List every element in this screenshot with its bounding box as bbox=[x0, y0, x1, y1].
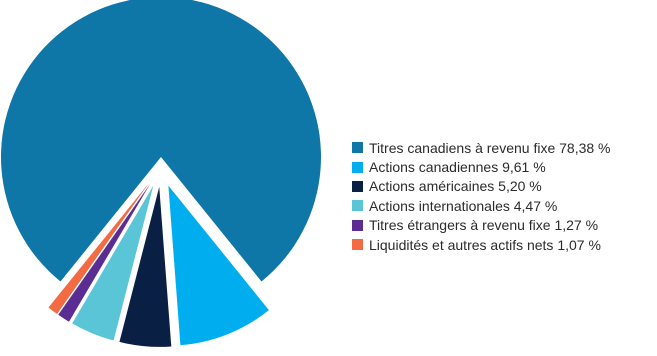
legend-swatch bbox=[352, 219, 363, 231]
pie-slice-6 bbox=[48, 182, 149, 314]
legend-swatch bbox=[352, 142, 363, 154]
legend-item-5: Titres étrangers à revenu fixe 1,27 % bbox=[352, 216, 611, 235]
pie-slice-4 bbox=[72, 185, 154, 341]
chart-legend: Titres canadiens à revenu fixe 78,38 % Ac… bbox=[352, 138, 611, 254]
legend-label: Actions internationales 4,47 % bbox=[369, 197, 558, 214]
legend-swatch bbox=[352, 161, 363, 173]
legend-swatch bbox=[352, 200, 363, 212]
legend-label: Actions américaines 5,20 % bbox=[369, 178, 542, 195]
legend-item-3: Actions américaines 5,20 % bbox=[352, 177, 611, 196]
legend-item-1: Titres canadiens à revenu fixe 78,38 % bbox=[352, 138, 611, 157]
legend-label: Actions canadiennes 9,61 % bbox=[369, 159, 546, 176]
pie-slice-5 bbox=[58, 183, 151, 322]
legend-item-6: Liquidités et autres actifs nets 1,07 % bbox=[352, 235, 611, 254]
pie-slice-3 bbox=[119, 186, 172, 347]
pie-slice-2 bbox=[168, 185, 269, 346]
legend-swatch bbox=[352, 180, 363, 192]
legend-swatch bbox=[352, 239, 363, 251]
legend-item-2: Actions canadiennes 9,61 % bbox=[352, 157, 611, 176]
pie-chart bbox=[1, 0, 321, 347]
legend-label: Liquidités et autres actifs nets 1,07 % bbox=[369, 236, 601, 253]
legend-label: Titres étrangers à revenu fixe 1,27 % bbox=[369, 217, 599, 234]
legend-label: Titres canadiens à revenu fixe 78,38 % bbox=[369, 139, 611, 156]
legend-item-4: Actions internationales 4,47 % bbox=[352, 196, 611, 215]
pie-slice-1 bbox=[1, 0, 321, 282]
